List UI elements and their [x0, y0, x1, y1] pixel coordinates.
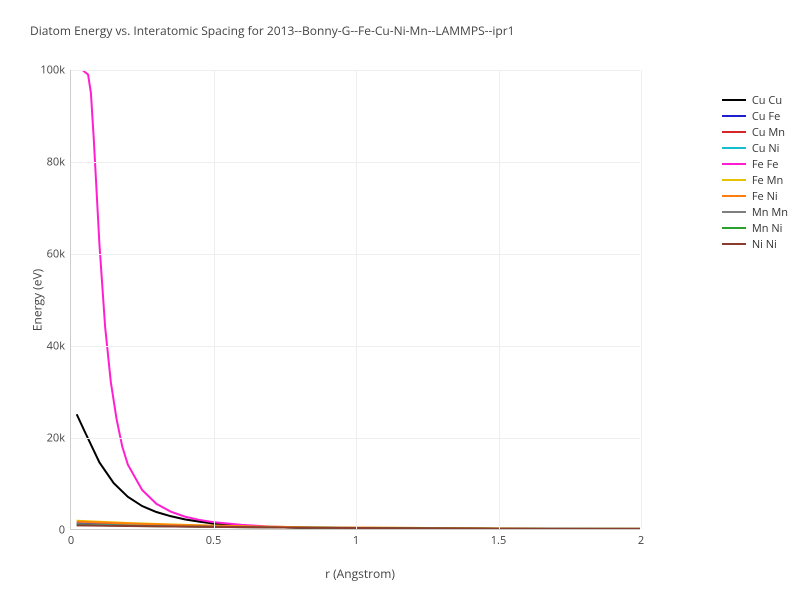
x-axis-label: r (Angstrom): [325, 565, 395, 582]
gridline-h: [71, 438, 640, 439]
legend-swatch: [722, 99, 746, 101]
legend-swatch: [722, 227, 746, 229]
legend-swatch: [722, 195, 746, 197]
legend-swatch: [722, 115, 746, 117]
legend-item[interactable]: Cu Mn: [722, 124, 788, 140]
legend-item[interactable]: Fe Mn: [722, 172, 788, 188]
gridline-h: [71, 162, 640, 163]
gridline-v: [499, 70, 500, 529]
legend-swatch: [722, 179, 746, 181]
y-tick-label: 60k: [47, 247, 71, 262]
legend-swatch: [722, 163, 746, 165]
gridline-h: [71, 346, 640, 347]
gridline-v: [356, 70, 357, 529]
legend-item[interactable]: Fe Ni: [722, 188, 788, 204]
legend-swatch: [722, 147, 746, 149]
legend-item[interactable]: Fe Fe: [722, 156, 788, 172]
gridline-h: [71, 70, 640, 71]
gridline-v: [214, 70, 215, 529]
legend-label: Cu Fe: [752, 109, 780, 124]
legend-label: Cu Mn: [752, 125, 785, 140]
legend-item[interactable]: Mn Mn: [722, 204, 788, 220]
x-tick-label: 2: [638, 529, 644, 548]
legend: Cu CuCu FeCu MnCu NiFe FeFe MnFe NiMn Mn…: [722, 92, 788, 252]
legend-label: Mn Mn: [752, 205, 788, 220]
legend-item[interactable]: Cu Ni: [722, 140, 788, 156]
legend-item[interactable]: Ni Ni: [722, 236, 788, 252]
legend-item[interactable]: Mn Ni: [722, 220, 788, 236]
gridline-h: [71, 254, 640, 255]
chart-container: Diatom Energy vs. Interatomic Spacing fo…: [0, 0, 800, 600]
series-line: [77, 414, 640, 529]
y-tick-label: 0: [59, 523, 71, 538]
legend-swatch: [722, 243, 746, 245]
legend-label: Cu Cu: [752, 93, 782, 108]
legend-swatch: [722, 211, 746, 213]
y-tick-label: 80k: [47, 155, 71, 170]
legend-label: Cu Ni: [752, 141, 780, 156]
legend-label: Mn Ni: [752, 221, 783, 236]
legend-label: Fe Ni: [752, 189, 778, 204]
legend-item[interactable]: Cu Cu: [722, 92, 788, 108]
legend-item[interactable]: Cu Fe: [722, 108, 788, 124]
x-tick-label: 0.5: [206, 529, 221, 548]
y-axis-label: Energy (eV): [29, 269, 46, 331]
plot-area: 00.511.52020k40k60k80k100k: [70, 70, 640, 530]
legend-label: Fe Mn: [752, 173, 783, 188]
chart-title: Diatom Energy vs. Interatomic Spacing fo…: [30, 22, 515, 39]
legend-label: Fe Fe: [752, 157, 779, 172]
x-tick-label: 1.5: [491, 529, 506, 548]
x-tick-label: 1: [353, 529, 359, 548]
series-line: [77, 70, 640, 529]
legend-swatch: [722, 131, 746, 133]
y-tick-label: 20k: [47, 431, 71, 446]
legend-label: Ni Ni: [752, 237, 777, 252]
y-tick-label: 40k: [47, 339, 71, 354]
y-tick-label: 100k: [40, 63, 71, 78]
gridline-v: [641, 70, 642, 529]
